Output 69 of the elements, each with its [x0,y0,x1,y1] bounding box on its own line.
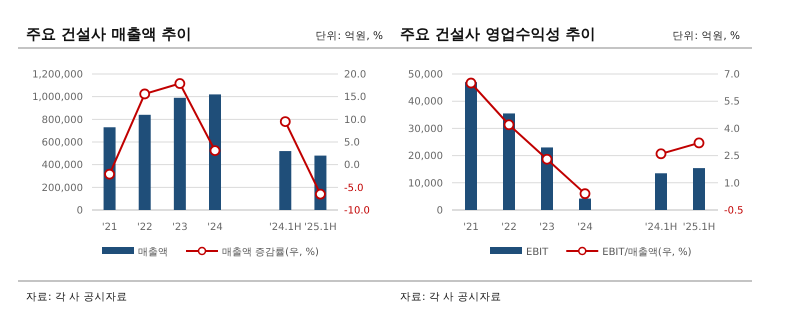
legend-label: EBIT/매출액(우, %) [602,247,692,258]
y-tick-label: 800,000 [42,114,83,126]
y2-tick-label: -0.5 [724,206,744,216]
y2-tick-label: 4.0 [724,124,740,135]
text: 자료: 각 사 공시자료 [26,291,128,303]
y-tick-label: 50,000 [408,70,443,80]
bar [579,198,591,210]
chart-title: 주요 건설사 매출액 추이 [26,25,192,43]
point [542,154,552,165]
point [210,145,220,156]
bar [465,82,477,210]
chart-title: 주요 건설사 영업수익성 추이 [400,25,596,43]
y2-tick-label: 10.0 [344,114,366,126]
x-tick-label: '25.1H [304,222,337,233]
text: 자료: 각 사 공시자료 [400,291,502,303]
y-tick-label: 1,000,000 [32,92,83,104]
x-tick-label: '23 [172,222,188,233]
y-tick-label: 40,000 [408,96,443,108]
bar [693,168,705,210]
x-tick-label: '23 [539,222,555,233]
point [174,78,186,89]
bar [503,113,515,210]
y2-tick-label: 0.0 [344,160,360,172]
y-tick-label: 600,000 [42,138,83,148]
bar [655,173,667,210]
y-tick-label: 200,000 [42,182,83,194]
legend-label: 매출액 증감률(우, %) [222,247,319,258]
y2-tick-label: -10.0 [344,206,370,216]
x-tick-label: '24.1H [269,222,302,233]
point [504,119,514,130]
point [694,138,704,148]
legend-label: 매출액 [138,247,168,258]
bar [174,98,186,210]
point [466,78,476,88]
y-tick-label: 0 [76,206,83,216]
y2-tick-label: 15.0 [344,92,366,104]
bar [209,94,221,210]
x-tick-label: '24 [207,222,223,233]
point [139,88,150,100]
y-tick-label: 0 [436,206,443,216]
y2-tick-label: 2.5 [724,151,740,162]
point [280,116,291,127]
x-tick-label: '21 [463,222,479,233]
bar [279,151,292,210]
y-tick-label: 10,000 [408,178,443,190]
chart-subtitle: 단위: 억원, % [672,30,740,42]
x-tick-label: '25.1H [682,222,716,233]
x-tick-label: '24.1H [644,222,678,233]
x-tick-label: '22 [501,222,517,233]
y-tick-label: 20,000 [408,151,443,162]
point [656,148,666,160]
x-tick-label: '21 [102,222,118,233]
y2-tick-label: 1.0 [724,178,740,190]
y-tick-label: 400,000 [42,160,83,172]
y2-tick-label: 5.0 [344,138,360,148]
point [580,188,590,200]
x-tick-label: '22 [136,222,152,233]
y2-tick-label: 5.5 [724,96,740,108]
y-tick-label: 1,200,000 [32,70,83,80]
legend-label: EBIT [526,247,550,258]
point [315,188,326,200]
y2-tick-label: 7.0 [724,70,740,80]
point [104,168,115,180]
y-tick-label: 30,000 [408,124,443,135]
chart-subtitle: 단위: 억원, % [315,30,384,42]
x-tick-label: '24 [577,222,593,233]
y2-tick-label: 20.0 [344,70,366,80]
y2-tick-label: -5.0 [344,182,364,194]
bar [138,114,151,210]
